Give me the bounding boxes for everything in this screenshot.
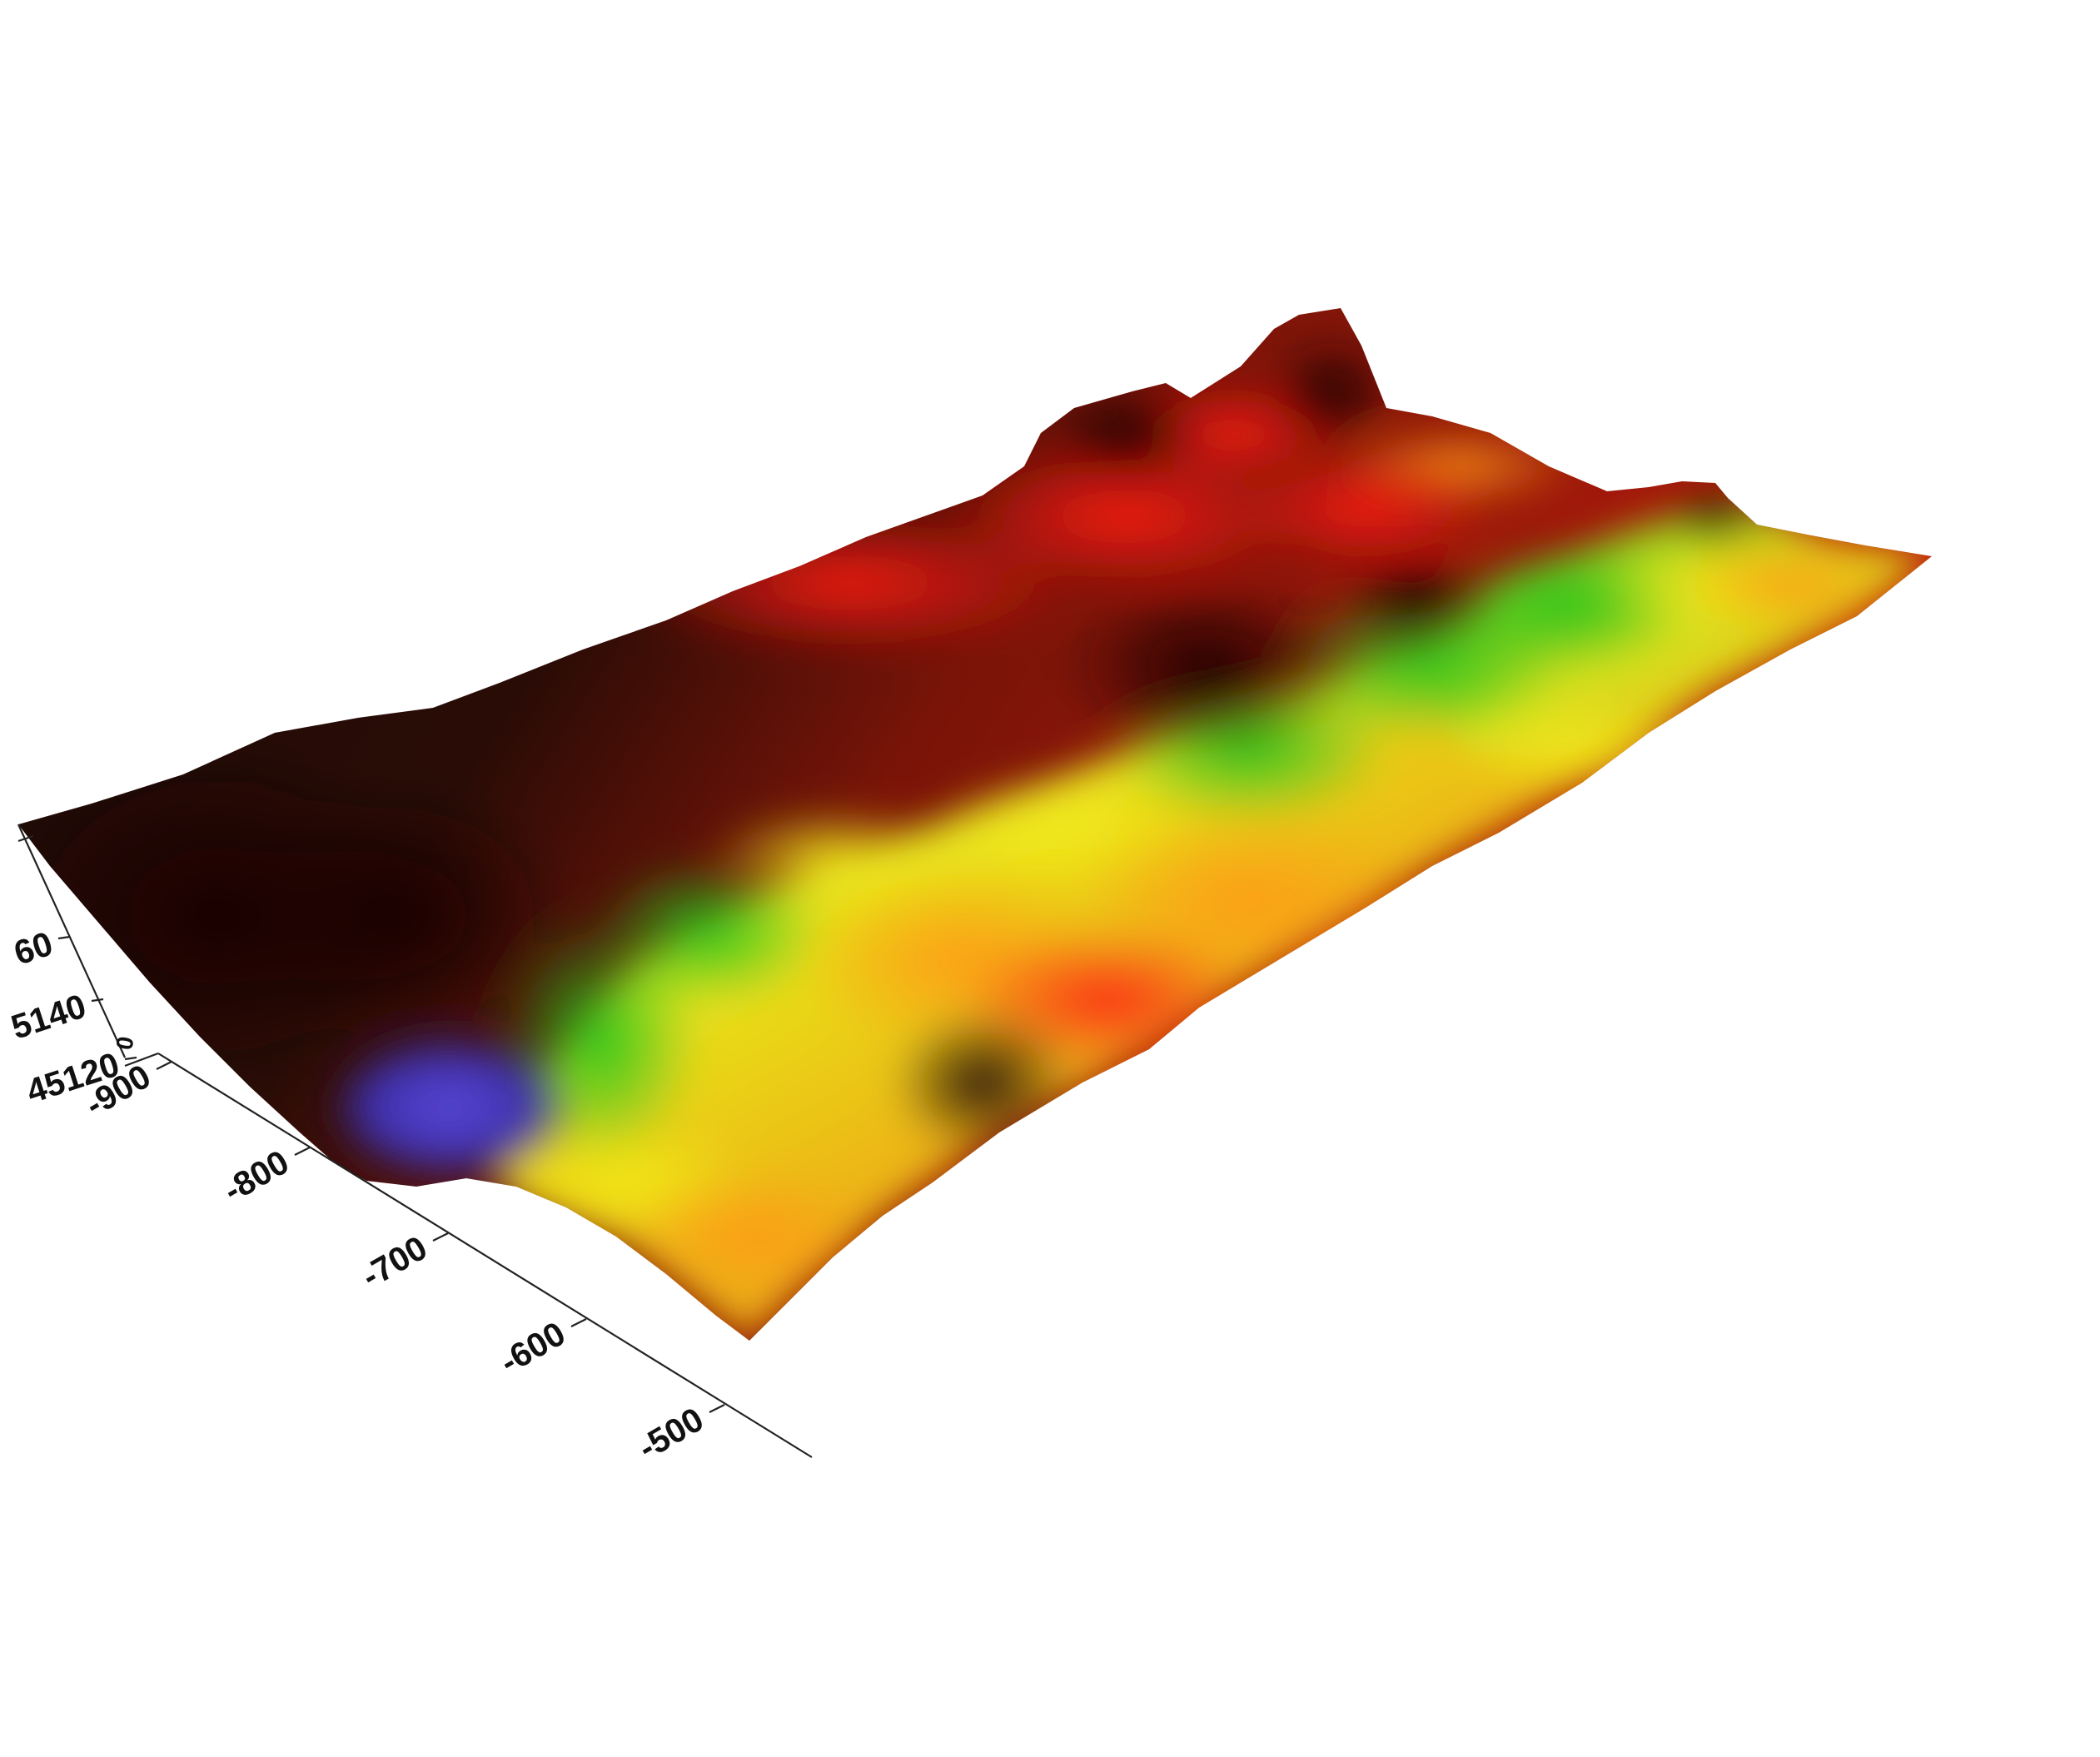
- y-tick-label: 60: [9, 924, 57, 973]
- x-tick-mark: [570, 1318, 587, 1327]
- x-tick-label: -700: [355, 1228, 433, 1296]
- x-tick-mark: [432, 1232, 449, 1242]
- z-tick-label: 0: [111, 1034, 138, 1052]
- z-axis-line: [17, 824, 127, 1058]
- x-tick-label: -500: [631, 1400, 709, 1467]
- x-tick-mark: [294, 1147, 311, 1156]
- y-tick-mark: [124, 1056, 137, 1061]
- x-axis-line: [157, 1053, 813, 1458]
- x-tick-mark: [709, 1404, 725, 1413]
- x-tick-mark: [156, 1061, 172, 1070]
- y-tick-mark: [91, 998, 104, 1003]
- y-axis-line: [124, 1052, 159, 1068]
- y-tick-mark: [57, 935, 71, 940]
- x-tick-label: -800: [216, 1142, 295, 1210]
- z-ticks: 0: [17, 834, 139, 1052]
- x-tick-label: -600: [493, 1314, 571, 1381]
- z-tick-mark: [17, 834, 34, 843]
- y-tick-label: 5140: [7, 987, 91, 1047]
- surface-shading: [18, 333, 1932, 1341]
